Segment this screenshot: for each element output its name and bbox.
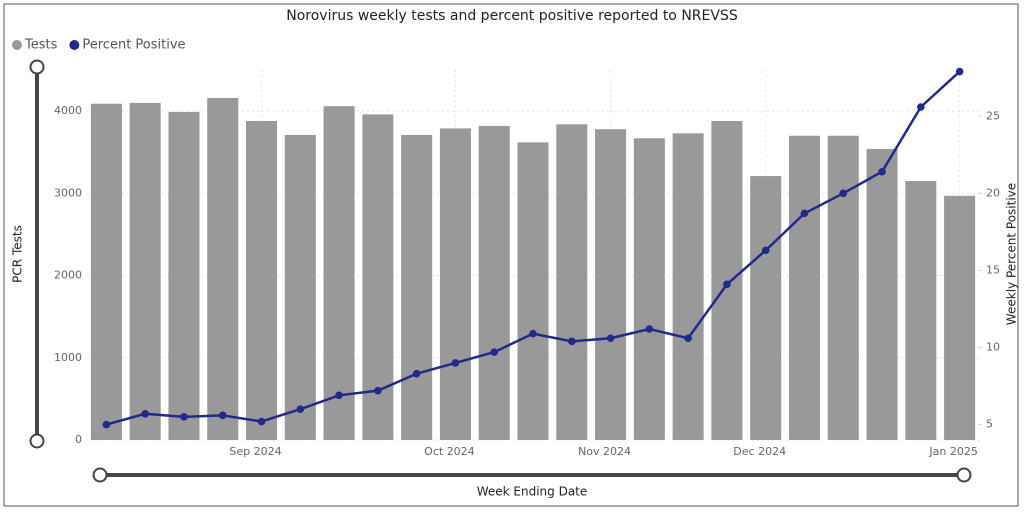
- line-point: [490, 348, 499, 356]
- y2-tick-label: 25: [986, 109, 1000, 122]
- bar: [633, 138, 665, 440]
- bar: [750, 176, 782, 441]
- bar: [207, 97, 239, 440]
- bar: [595, 129, 627, 440]
- bar: [90, 103, 122, 440]
- y-tick-label: 4000: [54, 104, 82, 117]
- slider-handle[interactable]: [29, 433, 45, 449]
- bar: [788, 135, 820, 440]
- x-tick-label: Nov 2024: [578, 445, 631, 458]
- bar: [556, 124, 588, 441]
- line-point: [296, 405, 305, 413]
- line-point: [684, 334, 692, 343]
- line-point: [606, 334, 615, 343]
- y-tick-label: 3000: [54, 186, 82, 199]
- x-tick-label: Sep 2024: [229, 445, 281, 458]
- bar: [905, 181, 937, 440]
- legend-label: Percent Positive: [82, 38, 185, 53]
- bar: [711, 120, 743, 440]
- x-tick-label: Dec 2024: [733, 445, 786, 458]
- bar: [246, 120, 278, 440]
- line-point: [723, 280, 731, 289]
- line-point: [800, 209, 809, 218]
- y-axis-title: PCR Tests: [11, 225, 25, 283]
- y2-tick-label: 20: [986, 186, 1000, 199]
- chart-title: Norovirus weekly tests and percent posit…: [286, 8, 738, 24]
- bar: [478, 125, 510, 441]
- line-point: [839, 189, 848, 198]
- line-point: [102, 420, 111, 429]
- x-axis-title: Week Ending Date: [477, 485, 588, 499]
- bar: [401, 134, 433, 440]
- line-point: [374, 386, 382, 395]
- legend-marker: [69, 40, 80, 50]
- line-point: [412, 369, 421, 378]
- bar: [672, 133, 704, 441]
- y-tick-label: 1000: [54, 351, 82, 364]
- y2-tick-label: 10: [986, 341, 1000, 354]
- y2-axis-title: Weekly Percent Positive: [1005, 183, 1019, 325]
- bar: [827, 135, 859, 440]
- line-point: [645, 325, 654, 333]
- line-point: [878, 167, 886, 176]
- legend-marker: [12, 40, 22, 50]
- line-point: [761, 246, 770, 255]
- bar: [944, 195, 976, 440]
- slider-handle[interactable]: [956, 467, 972, 483]
- legend-label: Tests: [24, 38, 58, 53]
- y-tick-label: 2000: [54, 269, 82, 282]
- bar: [129, 102, 161, 440]
- y2-tick-label: 15: [986, 263, 1000, 276]
- line-point: [917, 103, 925, 111]
- slider-handle[interactable]: [92, 467, 108, 483]
- x-tick-label: Jan 2025: [928, 445, 977, 458]
- line-point: [141, 409, 149, 418]
- bar: [866, 148, 898, 440]
- line-point: [257, 417, 266, 426]
- bar: [517, 142, 549, 440]
- line-point: [218, 411, 227, 420]
- line-point: [335, 391, 343, 400]
- line-point: [955, 67, 964, 76]
- line-point: [529, 329, 537, 338]
- y2-tick-label: 5: [986, 418, 993, 431]
- line-point: [567, 337, 576, 346]
- y-tick-label: 0: [75, 433, 82, 446]
- line-point: [180, 413, 188, 421]
- bar: [439, 128, 471, 440]
- x-tick-label: Oct 2024: [424, 445, 475, 458]
- line-point: [451, 359, 460, 367]
- bar: [323, 106, 355, 440]
- slider-handle[interactable]: [29, 59, 45, 75]
- bar: [168, 111, 200, 440]
- bar: [284, 134, 316, 440]
